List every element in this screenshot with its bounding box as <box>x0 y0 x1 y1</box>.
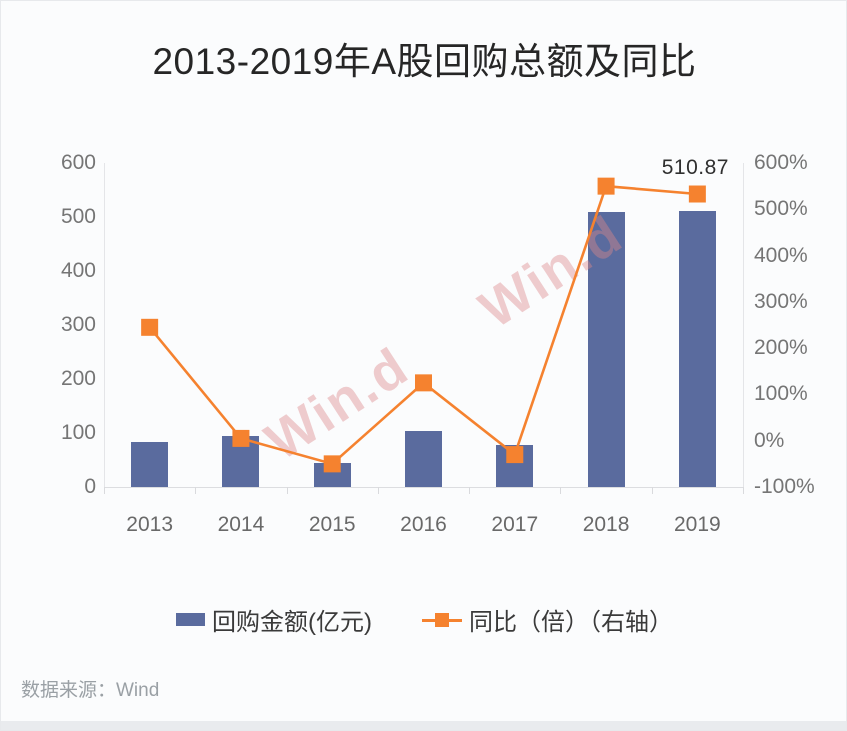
right-axis-tick-label: 200% <box>754 336 808 360</box>
line-marker-2013 <box>141 318 159 336</box>
right-y-axis-line <box>743 163 744 487</box>
left-axis-tick-label: 300 <box>60 313 96 336</box>
chart-title: 2013-2019年A股回购总额及同比 <box>152 41 697 82</box>
right-axis-tick-label: -100% <box>754 475 815 498</box>
line-marker-2016 <box>415 374 432 392</box>
line-marker-2019 <box>688 185 706 203</box>
x-axis-label-2017: 2017 <box>491 513 539 536</box>
x-axis-label-2015: 2015 <box>308 513 356 536</box>
x-axis-tick <box>743 487 744 494</box>
left-y-axis-line <box>104 163 105 487</box>
line-marker-2018 <box>597 177 615 195</box>
left-axis-tick-label: 400 <box>60 259 96 282</box>
line-series-swatch <box>421 612 462 627</box>
bar-2013 <box>131 441 169 487</box>
x-axis-tick <box>377 487 379 494</box>
left-axis-tick-label: 100 <box>60 421 96 444</box>
bar-series-swatch <box>176 613 205 626</box>
legend-item-buyback-amount: 回购金额(亿元) <box>176 602 372 637</box>
right-axis-tick-label: 300% <box>754 289 808 313</box>
right-axis-tick-label: 100% <box>754 382 808 406</box>
x-axis-label-2016: 2016 <box>400 513 447 536</box>
page-bottom-edge <box>1 721 846 730</box>
x-axis-tick <box>195 487 197 494</box>
bar-2016 <box>405 430 442 487</box>
left-axis-tick-label: 0 <box>84 475 96 498</box>
x-axis-tick <box>286 487 288 494</box>
yoy-line-series <box>141 177 706 473</box>
right-axis-tick-label: 400% <box>754 243 808 267</box>
yoy-line <box>148 184 698 466</box>
bar-2019 <box>678 211 716 487</box>
right-axis-tick-label: 500% <box>754 197 808 221</box>
x-axis-tick <box>104 487 105 494</box>
x-axis-tick <box>560 487 562 494</box>
line-marker-2015 <box>323 455 341 473</box>
right-axis-tick-label: 0% <box>754 428 785 452</box>
legend-item-yoy: 同比（倍）（右轴） <box>421 602 673 637</box>
legend-label-yoy: 同比（倍）（右轴） <box>468 609 673 636</box>
bar-2018 <box>587 211 625 487</box>
legend-label-buyback-amount: 回购金额(亿元) <box>212 609 372 636</box>
line-marker-2017 <box>506 446 524 464</box>
left-axis-tick-label: 200 <box>60 367 96 390</box>
x-axis-line <box>104 487 744 488</box>
x-axis-label-2014: 2014 <box>217 513 265 536</box>
x-axis-label-2018: 2018 <box>582 513 630 536</box>
data-source-note: 数据来源：Wind <box>21 680 160 701</box>
left-axis-tick-label: 600 <box>60 151 96 174</box>
left-axis-tick-label: 500 <box>60 205 96 228</box>
data-label-2019: 510.87 <box>661 156 729 179</box>
x-axis-label-2013: 2013 <box>126 513 173 536</box>
line-marker-2014 <box>232 429 250 447</box>
x-axis-tick <box>651 487 653 494</box>
right-axis-tick-label: 600% <box>754 151 808 174</box>
x-axis-tick <box>469 487 471 494</box>
x-axis-label-2019: 2019 <box>673 513 721 536</box>
legend: 回购金额(亿元) 同比（倍）（右轴） <box>1 602 846 637</box>
